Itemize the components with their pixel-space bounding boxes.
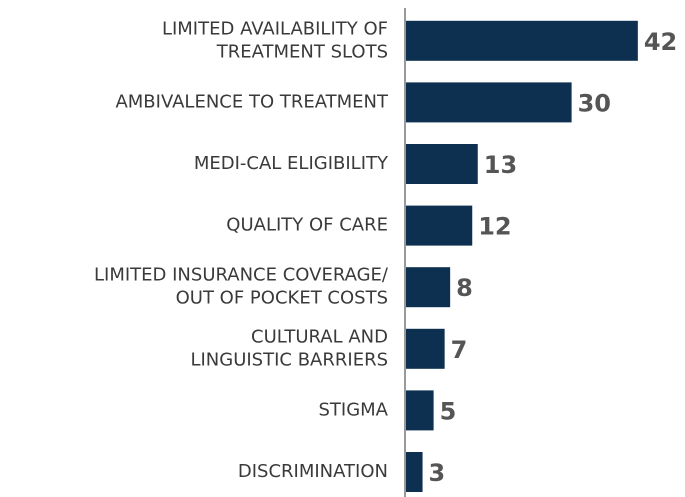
- value-label: 7: [451, 336, 468, 364]
- category-label: OUT OF POCKET COSTS: [176, 288, 388, 309]
- value-label: 30: [578, 89, 611, 117]
- category-label: STIGMA: [318, 399, 388, 420]
- bar: [406, 390, 434, 431]
- category-label: QUALITY OF CARE: [226, 215, 388, 236]
- bar: [406, 452, 423, 492]
- bar: [406, 267, 451, 308]
- value-label: 12: [478, 213, 511, 241]
- category-label: LIMITED INSURANCE COVERAGE/: [94, 265, 389, 286]
- category-label: MEDI-CAL ELIGIBILITY: [194, 153, 389, 174]
- value-label: 3: [429, 459, 446, 487]
- bar: [406, 82, 572, 123]
- category-label: TREATMENT SLOTS: [216, 41, 388, 62]
- category-label: AMBIVALENCE TO TREATMENT: [115, 91, 389, 112]
- value-label: 5: [440, 397, 457, 425]
- bar: [406, 20, 638, 61]
- bar: [406, 205, 473, 246]
- category-label: DISCRIMINATION: [238, 461, 388, 482]
- value-label: 42: [644, 28, 677, 56]
- category-label: CULTURAL AND: [251, 326, 388, 347]
- category-label: LIMITED AVAILABILITY OF: [162, 18, 388, 39]
- bar: [406, 328, 445, 369]
- value-label: 8: [456, 274, 473, 302]
- value-label: 13: [484, 151, 517, 179]
- bar: [406, 144, 478, 184]
- category-label: LINGUISTIC BARRIERS: [190, 349, 388, 370]
